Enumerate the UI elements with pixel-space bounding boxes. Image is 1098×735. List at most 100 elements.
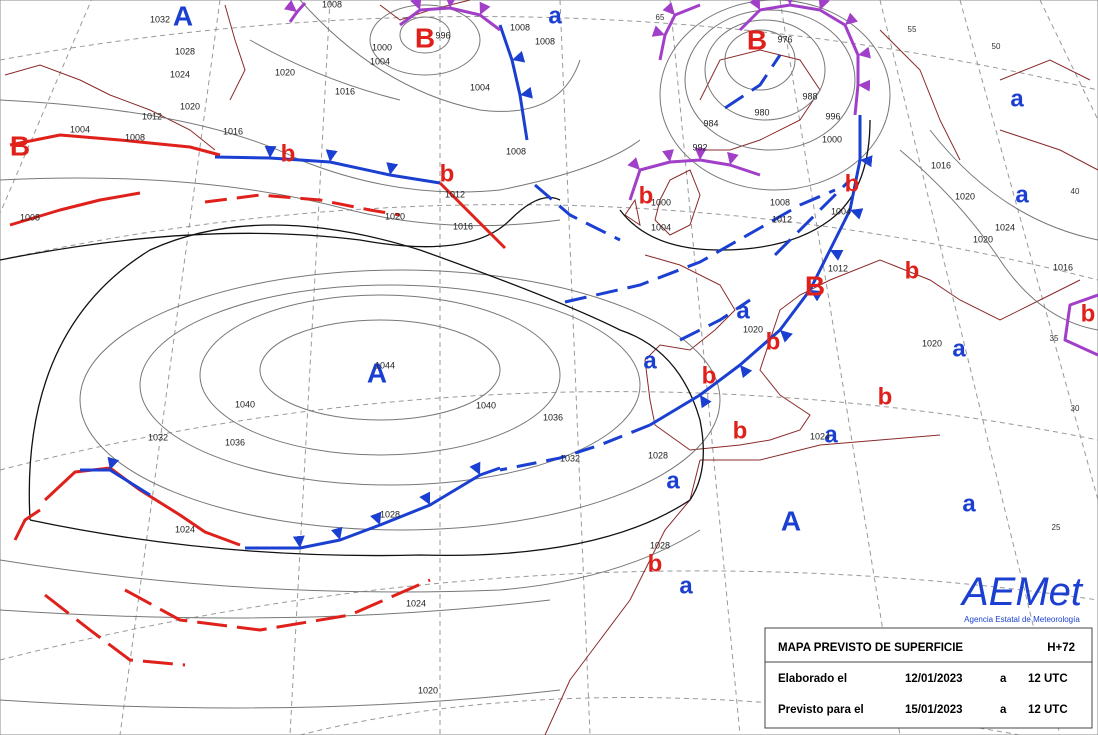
latitude-label: 65 xyxy=(656,13,665,22)
isobar-label: 1020 xyxy=(922,338,942,348)
pressure-center: b xyxy=(281,140,296,167)
pressure-center: a xyxy=(736,297,750,324)
pressure-center: a xyxy=(962,490,976,517)
info-a: a xyxy=(1000,704,1007,716)
pressure-center: b xyxy=(702,362,717,389)
pressure-center: B xyxy=(747,24,767,55)
isobar-label: 976 xyxy=(777,34,792,44)
isobar-label: 1004 xyxy=(370,56,390,66)
isobar-label: 1020 xyxy=(955,191,975,201)
isobar-label: 992 xyxy=(692,142,707,152)
latitude-label: 30 xyxy=(1071,404,1080,413)
latitude-label: 35 xyxy=(1050,334,1059,343)
info-date: 15/01/2023 xyxy=(905,704,963,716)
pressure-center: b xyxy=(1081,300,1096,327)
isobar-label: 1020 xyxy=(973,234,993,244)
latitude-label: 25 xyxy=(1052,523,1061,532)
isobar-label: 980 xyxy=(754,107,769,117)
pressure-center: a xyxy=(1015,181,1029,208)
isobar-label: 1036 xyxy=(543,412,563,422)
pressure-center: b xyxy=(440,160,455,187)
isobar-label: 1036 xyxy=(225,437,245,447)
isobar-label: 1024 xyxy=(995,222,1015,232)
pressure-center: a xyxy=(548,2,562,29)
pressure-center: b xyxy=(648,550,663,577)
pressure-center: a xyxy=(952,335,966,362)
pressure-center: a xyxy=(824,421,838,448)
pressure-center: a xyxy=(1010,85,1024,112)
pressure-center: b xyxy=(766,328,781,355)
isobar-label: 1032 xyxy=(560,453,580,463)
isobar-label: 1020 xyxy=(418,685,438,695)
isobar-label: 1000 xyxy=(651,197,671,207)
isobar-label: 1012 xyxy=(445,189,465,199)
pressure-center: b xyxy=(733,417,748,444)
isobar-label: 1004 xyxy=(651,222,671,232)
pressure-center: A xyxy=(367,357,387,388)
isobar-label: 1020 xyxy=(385,211,405,221)
pressure-center: b xyxy=(905,257,920,284)
isobar-label: 996 xyxy=(825,111,840,121)
isobar-label: 1016 xyxy=(453,221,473,231)
pressure-center: b xyxy=(639,182,654,209)
isobar-label: 1008 xyxy=(322,0,342,9)
latitude-label: 55 xyxy=(908,25,917,34)
isobar-label: 1020 xyxy=(275,67,295,77)
isobar-label: 1020 xyxy=(180,101,200,111)
pressure-center: B xyxy=(805,270,825,301)
pressure-center: a xyxy=(666,467,680,494)
pressure-center: a xyxy=(643,347,657,374)
isobar-label: 1008 xyxy=(770,197,790,207)
info-a: a xyxy=(1000,673,1007,685)
isobar-label: 1032 xyxy=(150,14,170,24)
isobar-label: 1008 xyxy=(510,22,530,32)
isobar-label: 1016 xyxy=(223,126,243,136)
info-box: MAPA PREVISTO DE SUPERFICIE H+72 Elabora… xyxy=(764,627,1093,729)
isobar-label: 1024 xyxy=(810,431,830,441)
info-title: MAPA PREVISTO DE SUPERFICIE xyxy=(778,642,963,654)
isobar-label: 1040 xyxy=(235,399,255,409)
isobar-label: 1004 xyxy=(70,124,90,134)
info-label: Previsto para el xyxy=(778,704,864,716)
isobar-label: 1000 xyxy=(822,134,842,144)
isobar-label: 1012 xyxy=(142,111,162,121)
isobar-label: 1004 xyxy=(470,82,490,92)
isobar-label: 1004 xyxy=(831,206,851,216)
pressure-center: B xyxy=(10,130,30,161)
isobar-label: 1024 xyxy=(175,524,195,534)
isobar-label: 1008 xyxy=(506,146,526,156)
isobar-label: 1028 xyxy=(650,540,670,550)
isobar-label: 1020 xyxy=(743,324,763,334)
pressure-center: B xyxy=(415,22,435,53)
pressure-center: b xyxy=(878,383,893,410)
pressure-center: b xyxy=(845,170,860,197)
info-time: 12 UTC xyxy=(1028,704,1068,716)
isobar-label: 1008 xyxy=(20,212,40,222)
latitude-label: 40 xyxy=(1071,187,1080,196)
isobar-label: 1028 xyxy=(648,450,668,460)
info-time: 12 UTC xyxy=(1028,673,1068,685)
isobar-label: 984 xyxy=(703,118,718,128)
fronts xyxy=(9,0,1098,667)
info-range: H+72 xyxy=(1047,642,1075,654)
pressure-center: A xyxy=(173,0,193,31)
pressure-center: A xyxy=(781,505,801,536)
isobar-label: 1000 xyxy=(372,42,392,52)
isobar-label: 988 xyxy=(802,91,817,101)
isobar-label: 1044 xyxy=(375,360,395,370)
isobar-label: 1028 xyxy=(175,46,195,56)
isobar-label: 1032 xyxy=(148,432,168,442)
logo-name: AEMet xyxy=(960,570,1084,614)
info-label: Elaborado el xyxy=(778,673,847,685)
isobar-label: 996 xyxy=(435,30,450,40)
isobar-label: 1024 xyxy=(406,598,426,608)
info-date: 12/01/2023 xyxy=(905,673,963,685)
latitude-label: 50 xyxy=(992,42,1001,51)
isobar-label: 1016 xyxy=(1053,262,1073,272)
isobar-label: 1040 xyxy=(476,400,496,410)
isobar-label: 1016 xyxy=(931,160,951,170)
logo-subtitle: Agencia Estatal de Meteorología xyxy=(964,615,1080,624)
isobar-label: 1012 xyxy=(828,263,848,273)
